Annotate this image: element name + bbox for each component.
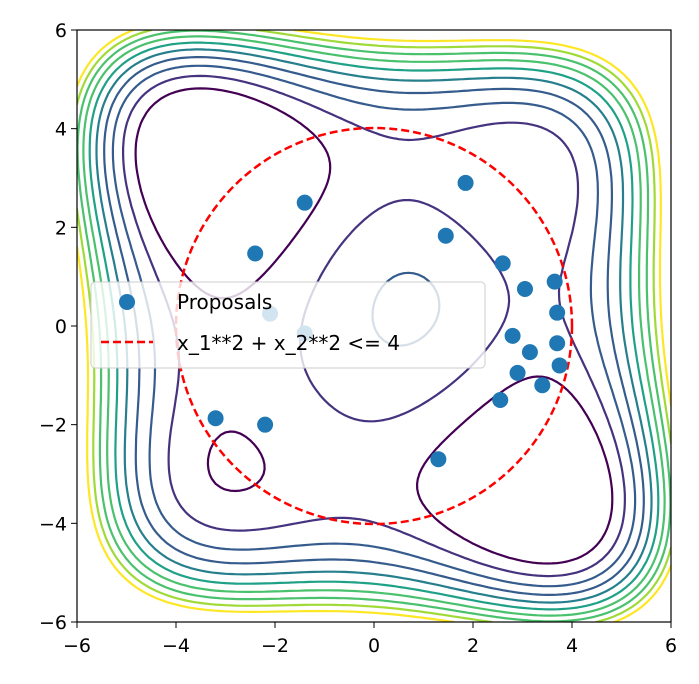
- legend-label-constraint: x_1**2 + x_2**2 <= 4: [177, 331, 400, 355]
- proposal-point: [207, 410, 224, 427]
- x-tick-label: −2: [261, 635, 289, 657]
- contour-lines: [77, 30, 671, 622]
- y-tick-label: 2: [55, 217, 67, 239]
- y-tick-label: 6: [55, 20, 67, 42]
- legend-marker-proposals: [119, 294, 135, 310]
- x-tick-label: 2: [467, 635, 479, 657]
- contour-line: [95, 48, 653, 604]
- legend-label-proposals: Proposals: [177, 290, 272, 314]
- y-axis: −6 −4 −2 0 2 4 6: [39, 20, 77, 634]
- x-tick-label: 0: [368, 635, 380, 657]
- proposal-point: [509, 364, 526, 381]
- legend-box: [90, 281, 486, 369]
- y-tick-label: 0: [55, 316, 67, 338]
- proposal-point: [534, 377, 551, 394]
- proposal-points: [207, 174, 568, 468]
- proposal-point: [549, 304, 566, 321]
- y-tick-label: −6: [39, 612, 67, 634]
- x-tick-label: −6: [63, 635, 91, 657]
- proposal-point: [430, 451, 447, 468]
- proposal-point: [247, 245, 264, 262]
- constraint-circle-layer: [174, 126, 574, 526]
- proposal-point: [257, 416, 274, 433]
- x-tick-label: 4: [566, 635, 578, 657]
- y-tick-label: −4: [39, 513, 67, 535]
- y-tick-label: 4: [55, 119, 67, 141]
- contour-line: [88, 41, 660, 611]
- proposal-point: [549, 335, 566, 352]
- proposal-point: [494, 255, 511, 272]
- proposal-point: [296, 194, 313, 211]
- x-axis: −6 −4 −2 0 2 4 6: [63, 622, 677, 657]
- proposal-point: [457, 174, 474, 191]
- proposal-point: [437, 227, 454, 244]
- proposal-point: [551, 357, 568, 374]
- proposal-point: [521, 344, 538, 361]
- proposal-point: [516, 281, 533, 297]
- proposal-point: [504, 327, 521, 344]
- proposal-point: [492, 392, 509, 408]
- contour-line: [82, 35, 666, 617]
- contour-line: [77, 30, 671, 622]
- contour-line: [103, 56, 645, 596]
- contour-line: [77, 30, 671, 622]
- y-tick-label: −2: [39, 415, 67, 437]
- constraint-circle: [174, 126, 574, 526]
- x-tick-label: 6: [665, 635, 677, 657]
- proposal-point: [546, 273, 563, 290]
- contour-line: [77, 30, 671, 622]
- legend: Proposals x_1**2 + x_2**2 <= 4: [90, 281, 486, 369]
- x-tick-label: −4: [162, 635, 190, 657]
